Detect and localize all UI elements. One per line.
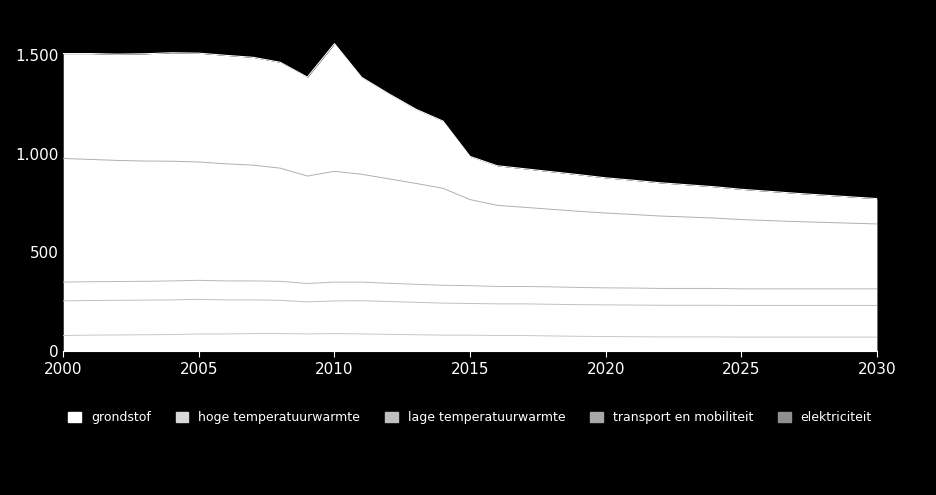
Legend: grondstof, hoge temperatuurwarmte, lage temperatuurwarmte, transport en mobilite: grondstof, hoge temperatuurwarmte, lage … [64, 406, 877, 429]
